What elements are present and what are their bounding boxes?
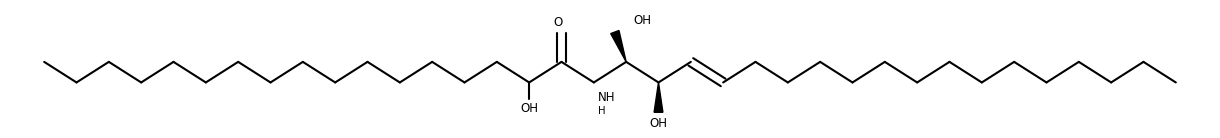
Text: OH: OH: [633, 14, 651, 27]
Text: NH: NH: [598, 91, 615, 104]
Text: OH: OH: [649, 117, 667, 130]
Text: O: O: [553, 16, 562, 29]
Text: OH: OH: [520, 102, 538, 115]
Polygon shape: [654, 82, 662, 112]
Text: H: H: [598, 106, 605, 116]
Polygon shape: [611, 30, 626, 62]
